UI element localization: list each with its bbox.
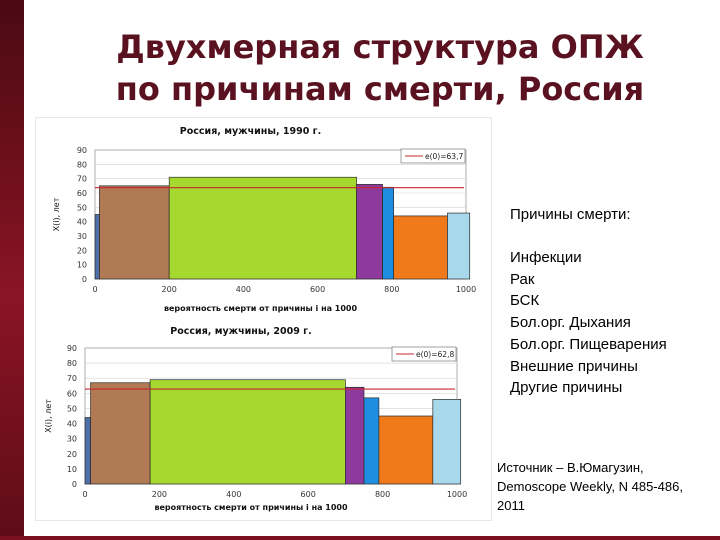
legend-label: e(0)=62,8 — [416, 350, 454, 359]
x-tick-label: 1000 — [447, 490, 467, 499]
title-line-2: по причинам смерти, Россия — [115, 70, 645, 108]
bar — [345, 386, 365, 485]
y-tick-label: 30 — [77, 232, 87, 241]
x-tick-label: 0 — [92, 285, 97, 294]
x-tick-label: 800 — [375, 490, 390, 499]
y-tick-label: 60 — [67, 389, 77, 398]
y-tick-label: 0 — [72, 480, 77, 489]
y-tick-label: 70 — [77, 175, 87, 184]
y-axis-label: X(i), лет — [52, 197, 61, 231]
legend-box — [391, 346, 457, 362]
x-axis-label: вероятность смерти от причины i на 1000 — [154, 503, 348, 512]
y-tick-label: 50 — [77, 203, 87, 212]
y-tick-label: 70 — [67, 374, 77, 383]
bar — [378, 415, 434, 485]
y-tick-label: 10 — [67, 465, 77, 474]
bar — [99, 185, 170, 280]
legend-label: e(0)=63,7 — [425, 152, 463, 161]
legend-box — [400, 148, 466, 164]
bar — [94, 214, 100, 280]
bar — [149, 379, 346, 485]
bar — [432, 399, 462, 485]
x-tick-label: 1000 — [456, 285, 476, 294]
x-tick-label: 0 — [82, 490, 87, 499]
bar — [90, 382, 151, 485]
x-tick-label: 600 — [301, 490, 316, 499]
causes-header: Причины смерти: — [510, 206, 631, 223]
cause-item: Рак — [510, 270, 535, 288]
title-line-1: Двухмерная структура ОПЖ — [116, 28, 644, 66]
bar — [393, 215, 448, 280]
causes-list: Инфекции Рак БСК Бол.орг. Дыхания Бол.орг. П… — [510, 247, 667, 399]
x-tick-label: 200 — [162, 285, 177, 294]
bar — [363, 397, 380, 485]
y-tick-label: 90 — [67, 344, 77, 353]
bar — [447, 212, 471, 280]
x-tick-label: 200 — [152, 490, 167, 499]
bottom-accent-line — [0, 536, 720, 540]
y-tick-label: 60 — [77, 189, 87, 198]
bar — [382, 186, 395, 280]
x-tick-label: 600 — [310, 285, 325, 294]
y-tick-label: 80 — [67, 359, 77, 368]
bar — [84, 417, 91, 485]
y-tick-label: 80 — [77, 160, 87, 169]
slide-title: Двухмерная структура ОПЖ по причинам сме… — [60, 26, 700, 110]
y-tick-label: 40 — [67, 420, 77, 429]
bar — [356, 184, 383, 280]
y-tick-label: 10 — [77, 261, 87, 270]
y-tick-label: 0 — [82, 275, 87, 284]
source-note: Источник – В.Юмагузин, Demoscope Weekly,… — [497, 460, 683, 513]
y-tick-label: 20 — [67, 450, 77, 459]
cause-item: БСК — [510, 292, 540, 310]
y-tick-label: 90 — [77, 146, 87, 155]
causes-legend: Причины смерти: Инфекции Рак БСК Бол.орг. Д… — [510, 206, 667, 399]
charts-panel: 0 10 20 30 40 50 60 70 80 90 0 200 400 600 800 1000 e(0)… — [36, 118, 491, 520]
bar — [168, 176, 357, 280]
y-tick-label: 20 — [77, 246, 87, 255]
x-tick-label: 400 — [236, 285, 251, 294]
y-tick-label: 30 — [67, 435, 77, 444]
cause-item: Бол.орг. Дыхания — [510, 314, 631, 332]
y-tick-label: 40 — [77, 218, 87, 227]
chart-title: Россия, мужчины, 2009 г. — [170, 326, 311, 337]
cause-item: Другие причины — [510, 379, 623, 397]
y-axis-label: X(i), лет — [44, 399, 53, 433]
cause-item: Бол.орг. Пищеварения — [510, 335, 667, 353]
x-tick-label: 800 — [384, 285, 399, 294]
x-tick-label: 400 — [226, 490, 241, 499]
x-axis-label: вероятность смерти от причины i на 1000 — [164, 304, 358, 313]
y-tick-label: 50 — [67, 404, 77, 413]
side-accent-bar — [0, 0, 24, 540]
cause-item: Инфекции — [510, 249, 582, 266]
chart-title: Россия, мужчины, 1990 г. — [180, 126, 321, 137]
cause-item: Внешние причины — [510, 357, 638, 375]
